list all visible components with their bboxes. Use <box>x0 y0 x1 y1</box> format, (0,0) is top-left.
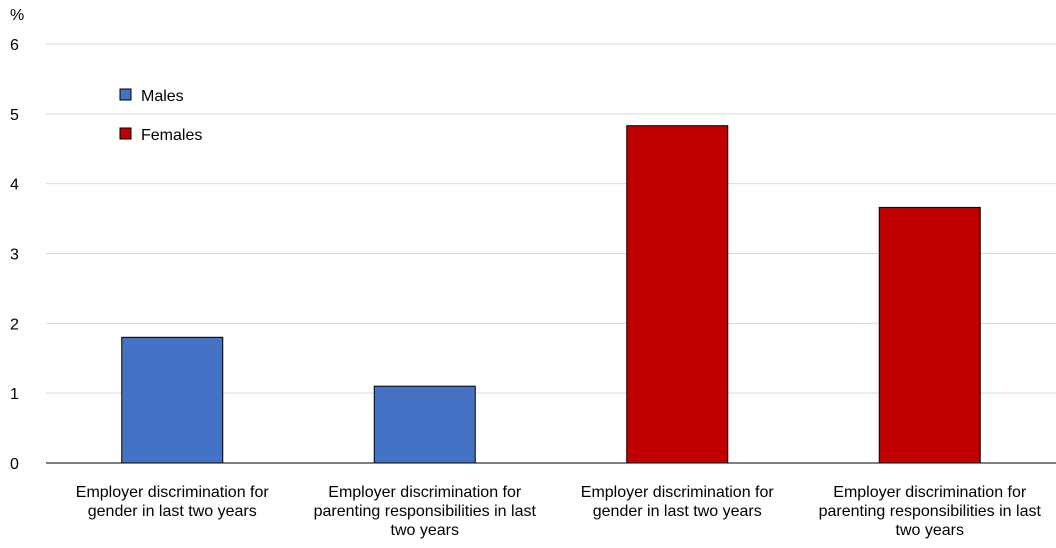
y-tick-label: 3 <box>10 247 19 264</box>
y-tick-label: 1 <box>10 386 19 403</box>
legend: Males Females <box>119 88 202 144</box>
y-tick-label: 6 <box>10 37 19 54</box>
bars <box>121 125 981 464</box>
legend-label-males: Males <box>141 88 184 105</box>
y-tick-label: 0 <box>10 456 19 473</box>
y-tick-label: 5 <box>10 107 19 124</box>
category-label: Employer discrimination for parenting res… <box>819 484 1042 539</box>
legend-swatch-females <box>119 127 132 140</box>
bar-females <box>878 206 981 464</box>
y-axis: % 0 1 2 3 4 5 6 <box>10 7 24 473</box>
category-label: Employer discrimination for parenting res… <box>314 484 537 539</box>
legend-swatch-males <box>119 88 132 101</box>
y-axis-unit-label: % <box>10 7 24 24</box>
category-label: Employer discrimination for gender in las… <box>76 484 270 520</box>
y-tick-label: 2 <box>10 316 19 333</box>
bar-females <box>626 125 729 464</box>
category-label: Employer discrimination for gender in las… <box>581 484 775 520</box>
bar-males <box>373 385 476 464</box>
category-labels: Employer discrimination for gender in las… <box>76 484 1042 539</box>
y-tick-label: 4 <box>10 177 19 194</box>
legend-label-females: Females <box>141 127 202 144</box>
bar-males <box>121 336 224 464</box>
